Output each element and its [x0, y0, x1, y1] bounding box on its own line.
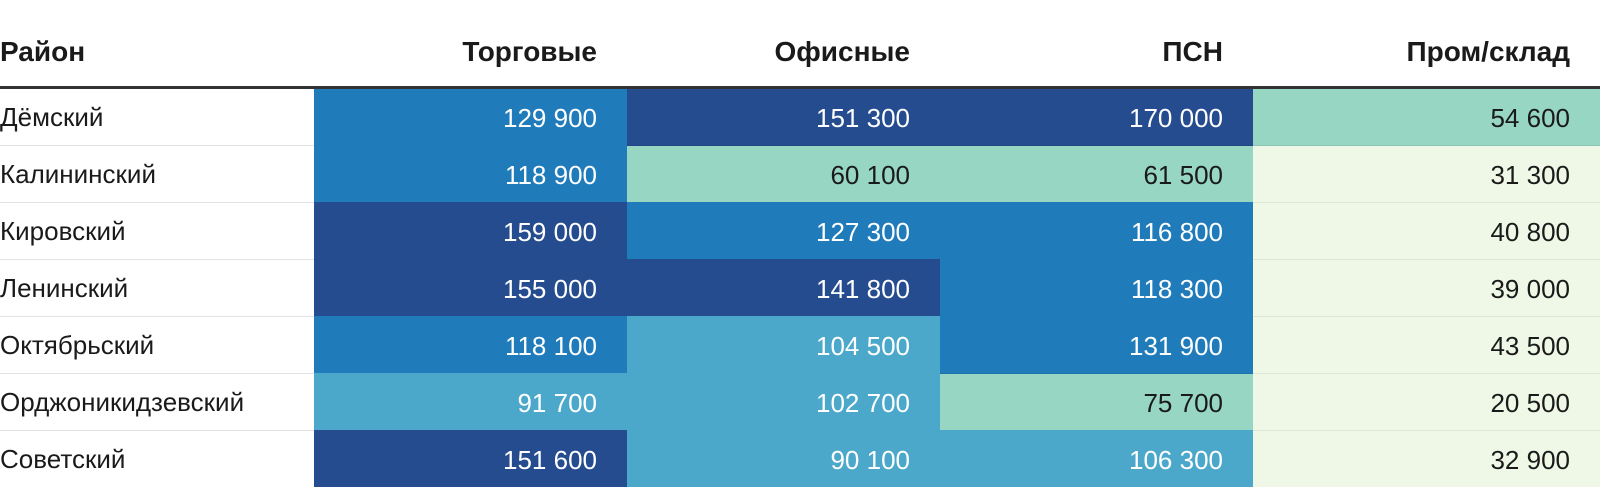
heat-cell: 151 600: [314, 430, 627, 487]
column-header-district: Район: [0, 18, 314, 89]
heat-cell: 106 300: [940, 430, 1253, 487]
table-row: Октябрьский 118 100 104 500 131 900 43 500: [0, 316, 1600, 374]
heat-cell: 118 300: [940, 259, 1253, 317]
heat-cell: 75 700: [940, 373, 1253, 431]
heat-cell: 60 100: [627, 145, 940, 203]
heat-cell: 32 900: [1253, 430, 1600, 487]
table-row: Калининский 118 900 60 100 61 500 31 300: [0, 145, 1600, 203]
heat-cell: 20 500: [1253, 373, 1600, 431]
column-header-office: Офисные: [627, 18, 940, 89]
heat-cell: 151 300: [627, 87, 940, 146]
table-body: Дёмский 129 900 151 300 170 000 54 600 Калини…: [0, 87, 1600, 487]
table-row: Кировский 159 000 127 300 116 800 40 800: [0, 202, 1600, 260]
table-header: Район Торговые Офисные ПСН Пром/склад: [0, 18, 1600, 89]
heat-cell: 116 800: [940, 202, 1253, 260]
heat-cell: 39 000: [1253, 259, 1600, 317]
heat-cell: 170 000: [940, 87, 1253, 146]
heat-cell: 118 100: [314, 316, 627, 374]
heat-cell: 61 500: [940, 145, 1253, 203]
table-row: Советский 151 600 90 100 106 300 32 900: [0, 430, 1600, 487]
district-label: Советский: [0, 430, 314, 487]
heatmap-table: Район Торговые Офисные ПСН Пром/склад Дё…: [0, 18, 1600, 487]
header-row: Район Торговые Офисные ПСН Пром/склад: [0, 18, 1600, 89]
heat-cell: 31 300: [1253, 145, 1600, 203]
heat-cell: 131 900: [940, 316, 1253, 374]
heat-cell: 141 800: [627, 259, 940, 317]
heat-cell: 155 000: [314, 259, 627, 317]
heat-cell: 129 900: [314, 87, 627, 146]
column-header-industrial: Пром/склад: [1253, 18, 1600, 89]
district-label: Калининский: [0, 145, 314, 203]
table-row: Орджоникидзевский 91 700 102 700 75 700 20 5…: [0, 373, 1600, 431]
heat-cell: 40 800: [1253, 202, 1600, 260]
column-header-retail: Торговые: [314, 18, 627, 89]
table-row: Дёмский 129 900 151 300 170 000 54 600: [0, 87, 1600, 146]
table-row: Ленинский 155 000 141 800 118 300 39 000: [0, 259, 1600, 317]
district-label: Орджоникидзевский: [0, 373, 314, 431]
district-label: Кировский: [0, 202, 314, 260]
heat-cell: 90 100: [627, 430, 940, 487]
heat-cell: 102 700: [627, 373, 940, 431]
heat-cell: 127 300: [627, 202, 940, 260]
heat-cell: 118 900: [314, 145, 627, 203]
heat-cell: 104 500: [627, 316, 940, 374]
heat-cell: 54 600: [1253, 87, 1600, 146]
district-label: Ленинский: [0, 259, 314, 317]
heat-cell: 91 700: [314, 373, 627, 431]
district-label: Октябрьский: [0, 316, 314, 374]
district-label: Дёмский: [0, 87, 314, 146]
column-header-psn: ПСН: [940, 18, 1253, 89]
heat-cell: 43 500: [1253, 316, 1600, 374]
heat-cell: 159 000: [314, 202, 627, 260]
